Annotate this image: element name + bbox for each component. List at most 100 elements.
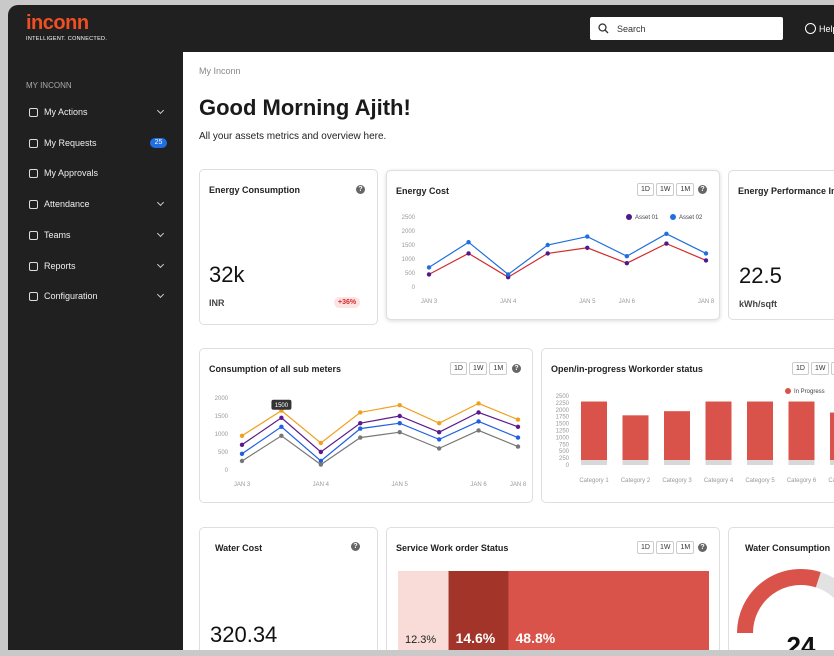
segment bbox=[508, 571, 709, 650]
nav-item[interactable]: My Approvals bbox=[44, 168, 99, 179]
y-tick-label: 2000 bbox=[556, 408, 570, 414]
y-tick-label: 2500 bbox=[556, 394, 570, 400]
point bbox=[476, 419, 481, 424]
bar-base bbox=[705, 460, 732, 465]
point bbox=[239, 433, 245, 438]
nav-icon bbox=[29, 292, 38, 302]
point bbox=[239, 451, 245, 456]
nav-item[interactable]: Attendance bbox=[44, 199, 90, 210]
bar-base bbox=[747, 460, 773, 465]
nav-item[interactable]: Configuration bbox=[44, 291, 98, 302]
help-icon[interactable]: ? bbox=[356, 185, 365, 194]
bar bbox=[581, 401, 607, 465]
point bbox=[279, 424, 284, 429]
chart: 24 bbox=[737, 569, 834, 650]
legend-swatch bbox=[670, 214, 676, 220]
x-tick-label: JAN 5 bbox=[392, 482, 409, 488]
range-button[interactable]: 1M bbox=[489, 362, 508, 375]
point bbox=[318, 449, 324, 455]
point bbox=[397, 430, 402, 435]
range-button[interactable]: 1D bbox=[637, 183, 654, 196]
help-icon[interactable]: ? bbox=[351, 542, 360, 551]
x-tick-label: JAN 3 bbox=[234, 482, 251, 488]
y-tick-label: 500 bbox=[405, 271, 416, 277]
range-button[interactable]: 1W bbox=[468, 362, 488, 375]
point bbox=[426, 272, 432, 277]
point bbox=[466, 240, 471, 245]
segment-label: 48.8% bbox=[516, 630, 556, 646]
point bbox=[397, 413, 402, 419]
nav-item[interactable]: My Actions bbox=[44, 107, 88, 117]
point bbox=[358, 421, 363, 426]
subtitle: All your assets metrics and overview her… bbox=[199, 131, 387, 142]
line bbox=[428, 242, 707, 278]
card: Water Cost ? 320.34 bbox=[199, 527, 378, 650]
y-tick-label: 750 bbox=[559, 442, 570, 448]
logo[interactable]: inconn bbox=[26, 12, 89, 34]
range-button[interactable]: 1W bbox=[810, 362, 830, 375]
help-icon[interactable]: ? bbox=[698, 185, 707, 194]
bar-base bbox=[581, 460, 607, 465]
help-link[interactable]: Help bbox=[819, 24, 834, 34]
point bbox=[436, 430, 442, 435]
point bbox=[239, 442, 245, 447]
range-button[interactable]: 1W bbox=[655, 541, 675, 554]
help-icon[interactable]: ? bbox=[512, 364, 521, 373]
nav-icon bbox=[29, 108, 38, 117]
point bbox=[515, 444, 521, 449]
metric-value: 320.34 bbox=[210, 622, 278, 647]
metric-value: 32k bbox=[209, 262, 245, 287]
help-icon[interactable]: ? bbox=[698, 543, 707, 552]
greeting: Good Morning Ajith! bbox=[199, 95, 411, 120]
point bbox=[624, 261, 630, 266]
y-tick-label: 1500 bbox=[215, 414, 229, 420]
chevron bbox=[156, 229, 165, 237]
bar bbox=[830, 412, 834, 465]
search-box[interactable]: Search bbox=[590, 17, 783, 40]
point bbox=[279, 415, 284, 420]
help-icon bbox=[805, 23, 816, 34]
nav-item[interactable]: My Requests bbox=[44, 137, 97, 148]
x-tick-label: Category 1 bbox=[579, 478, 609, 484]
point bbox=[624, 254, 630, 259]
card-title: Energy Consumption bbox=[209, 185, 301, 195]
point bbox=[515, 424, 521, 429]
point bbox=[436, 446, 442, 451]
card: Water Consumption 24 bbox=[728, 527, 834, 650]
range-button[interactable]: 1D bbox=[637, 541, 654, 554]
app: inconn INTELLIGENT. CONNECTED. Search He… bbox=[8, 5, 834, 650]
metric-value: 22.5 bbox=[739, 263, 782, 288]
range-button[interactable]: 1D bbox=[450, 362, 467, 375]
range-button[interactable]: 1D bbox=[792, 362, 809, 375]
range-button[interactable]: 1M bbox=[676, 541, 695, 554]
line bbox=[241, 402, 519, 444]
sidebar-section: MY INCONN bbox=[26, 81, 72, 90]
range-button[interactable]: 1M bbox=[676, 183, 695, 196]
nav-item[interactable]: Teams bbox=[44, 229, 71, 240]
y-tick-label: 1000 bbox=[402, 257, 416, 263]
card: Service Work order Status 1D 1W 1M ? 12.3%… bbox=[386, 527, 720, 650]
bar bbox=[664, 411, 690, 465]
breadcrumb[interactable]: My Inconn bbox=[199, 66, 241, 76]
point bbox=[476, 410, 481, 415]
gauge-value: 24 bbox=[787, 631, 816, 650]
range-button[interactable]: 1W bbox=[655, 183, 675, 196]
point bbox=[239, 458, 245, 464]
line bbox=[241, 420, 519, 462]
range-button[interactable]: 1M bbox=[831, 362, 834, 375]
point bbox=[318, 440, 324, 446]
point bbox=[397, 421, 402, 426]
segment bbox=[448, 571, 509, 650]
nav-item[interactable]: Reports bbox=[44, 260, 76, 271]
y-tick-label: 2250 bbox=[556, 401, 570, 407]
legend-label: Asset 01 bbox=[635, 215, 659, 221]
x-tick-label: JAN 6 bbox=[470, 482, 487, 488]
point bbox=[279, 433, 284, 438]
nav-icon bbox=[29, 200, 38, 210]
bar-base bbox=[830, 460, 834, 465]
x-tick-label: Category 2 bbox=[621, 478, 651, 484]
point bbox=[703, 251, 709, 256]
